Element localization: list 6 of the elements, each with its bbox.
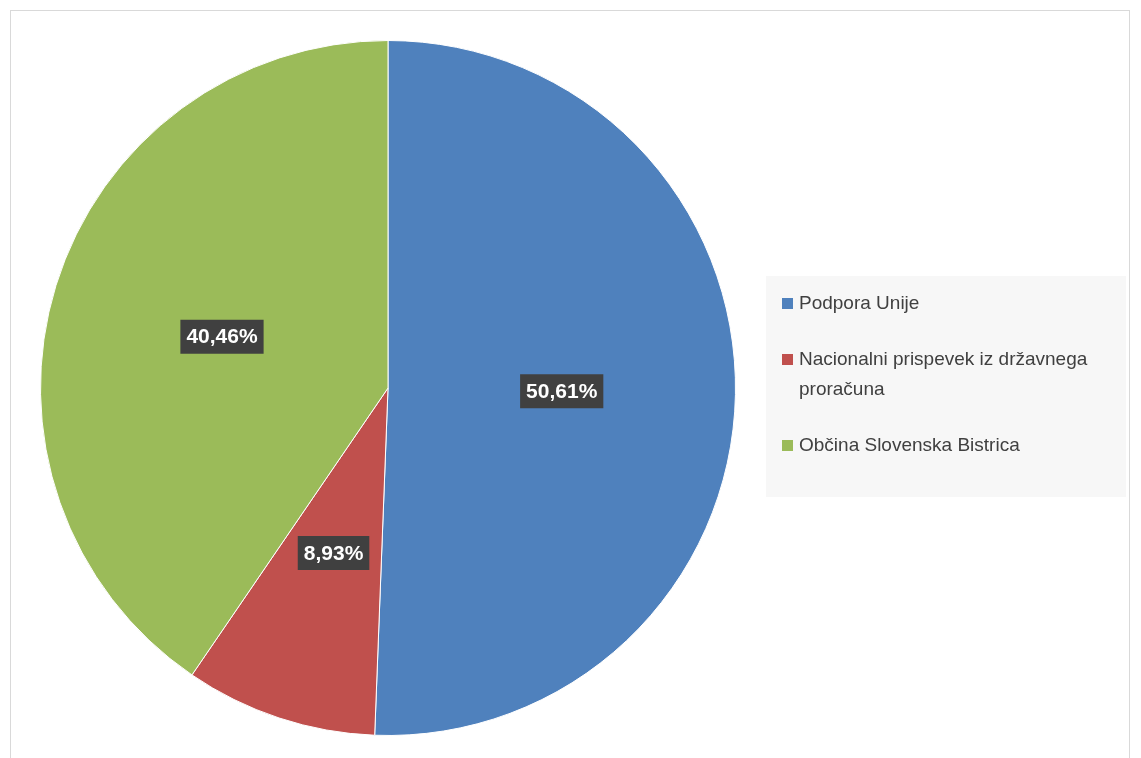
legend-label: Podpora Unije (799, 291, 920, 315)
legend-label: Občina Slovenska Bistrica (799, 433, 1020, 457)
data-label: 40,46% (186, 324, 258, 348)
data-label: 8,93% (303, 540, 364, 564)
data-label: 50,61% (526, 379, 598, 403)
legend-label: Nacionalni prispevek iz državnega proračuna (799, 347, 1089, 401)
